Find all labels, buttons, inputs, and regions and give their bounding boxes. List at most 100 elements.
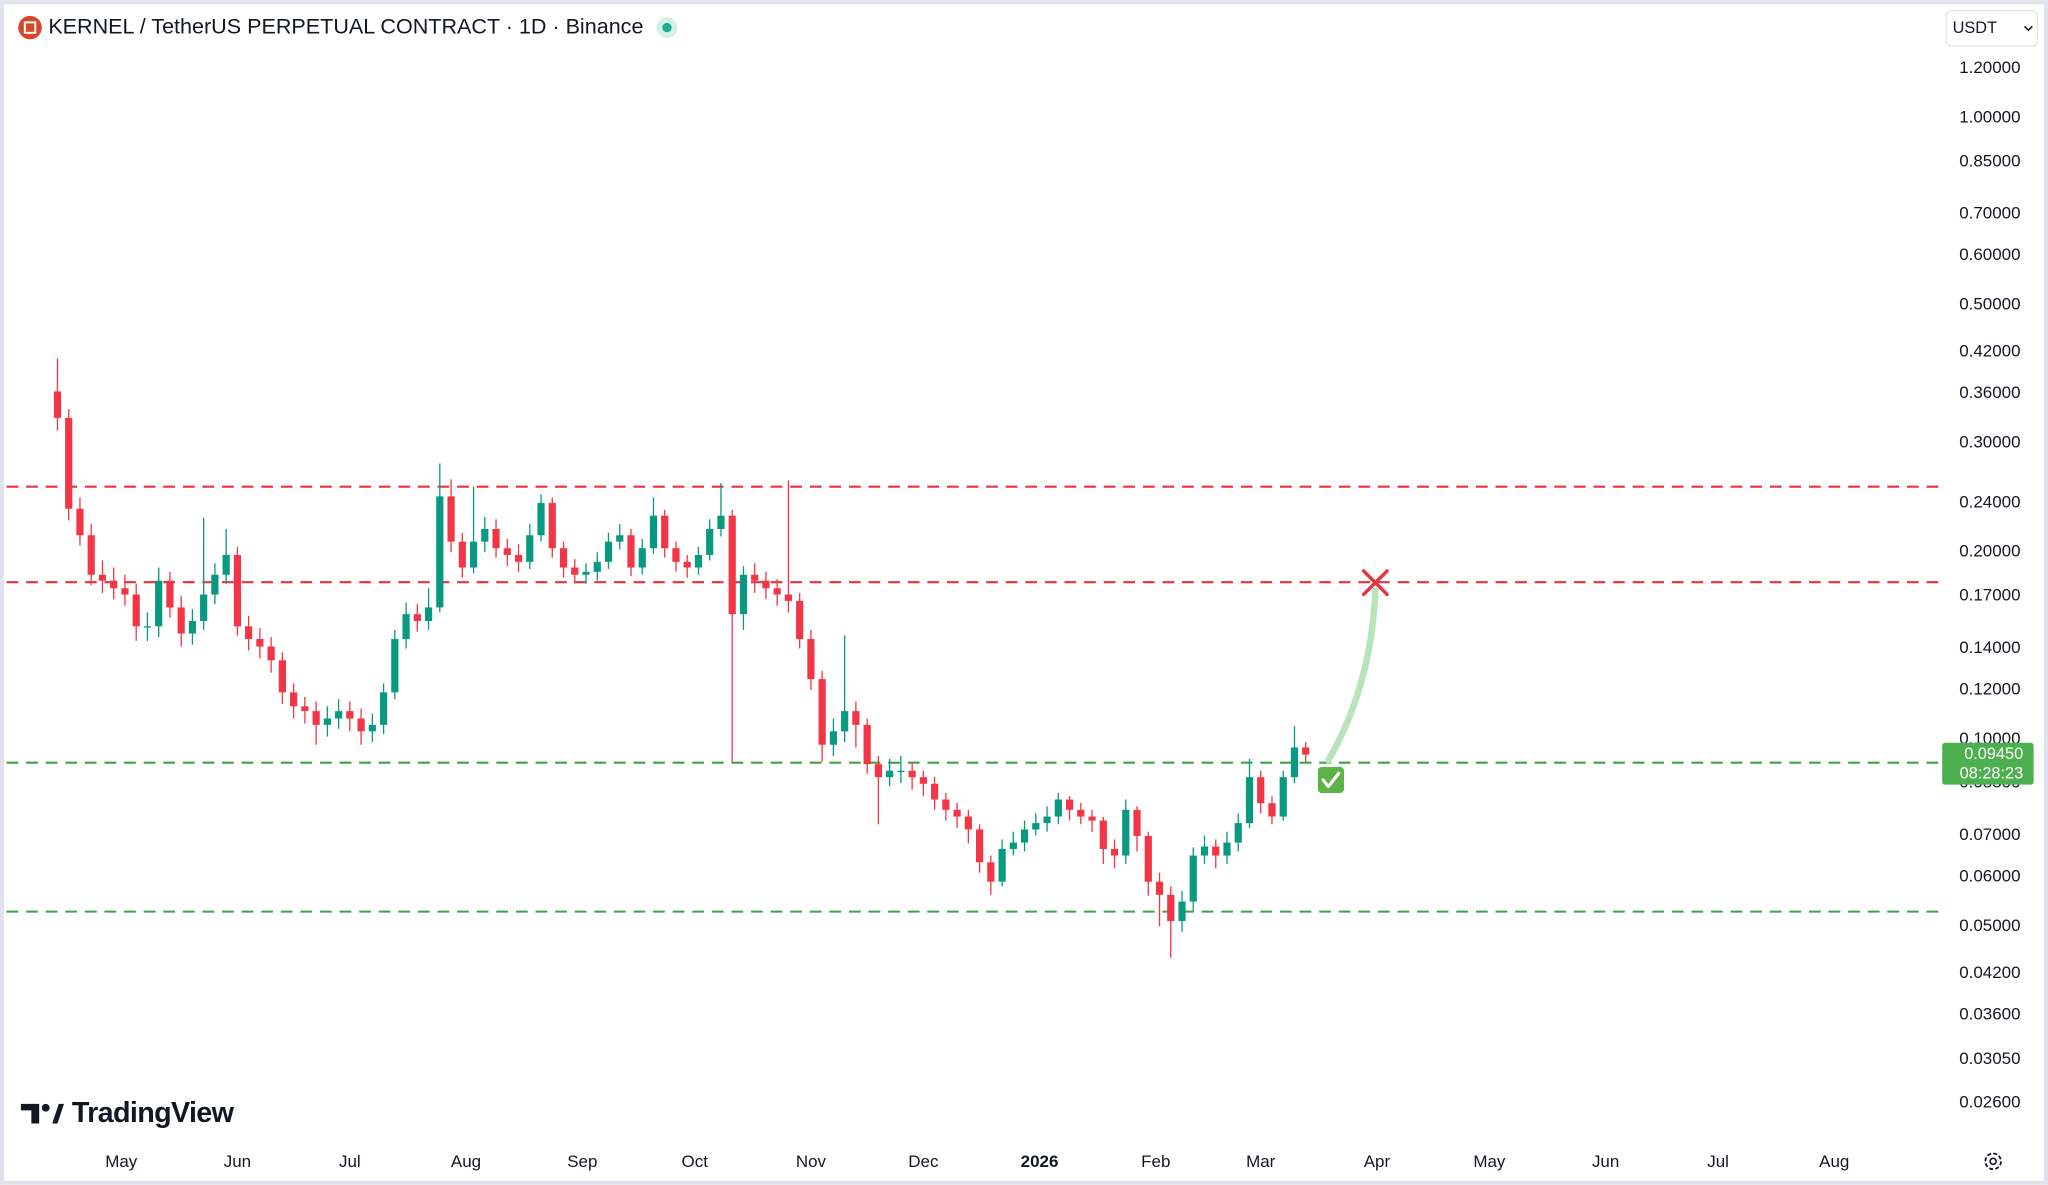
candle-body — [649, 515, 658, 549]
y-tick-label: 0.03600 — [1959, 1004, 2020, 1023]
candle-body — [694, 554, 703, 568]
last-price-box — [1942, 742, 2034, 785]
check-mark — [1321, 771, 1341, 789]
candle-body — [1234, 823, 1242, 843]
candle-body — [717, 515, 725, 529]
x-tick-label: Aug — [451, 1152, 481, 1171]
y-tick-label: 0.85000 — [1959, 151, 2020, 170]
y-tick-label: 0.42000 — [1959, 342, 2020, 361]
candle-body — [1020, 829, 1029, 843]
candle-body — [110, 580, 118, 589]
candle-body — [1009, 842, 1017, 849]
logo-mark — [20, 1103, 40, 1124]
candle-body — [604, 541, 613, 562]
candle-body — [1032, 823, 1040, 830]
candle-body — [290, 692, 298, 707]
candle-body — [852, 711, 860, 725]
candle-body — [1065, 799, 1074, 810]
candle-body — [908, 770, 916, 778]
candle-body — [301, 706, 309, 712]
candle-body — [1122, 809, 1130, 856]
countdown: 08:28:23 — [1960, 764, 2024, 782]
currency-label[interactable]: USDT — [1953, 19, 1997, 37]
symbol-icon-glyph — [23, 21, 37, 34]
candle-body — [616, 535, 624, 542]
candle-body — [1245, 777, 1254, 824]
candle-body — [1212, 846, 1220, 856]
candle-body — [964, 816, 972, 830]
candle-body — [807, 639, 815, 680]
y-tick-label: 0.12000 — [1959, 680, 2020, 699]
candle-body — [503, 548, 511, 555]
candle-body — [751, 574, 759, 581]
candle-body — [728, 515, 736, 615]
candle-body — [98, 574, 107, 581]
y-tick-label: 0.17000 — [1959, 586, 2020, 605]
x-tick-label: Mar — [1246, 1152, 1276, 1171]
candle-body — [481, 528, 489, 542]
candle-body — [402, 614, 410, 640]
chart-title: KERNEL / TetherUS PERPETUAL CONTRACT · 1… — [48, 13, 643, 38]
candle-body — [773, 588, 781, 595]
candle-body — [627, 535, 635, 568]
y-tick-label: 0.05000 — [1959, 916, 2020, 935]
x-tick-label: Sep — [567, 1152, 597, 1171]
x-tick-label: Jun — [224, 1152, 251, 1171]
candle-body — [841, 711, 849, 732]
candle-body — [391, 639, 399, 693]
logo-mark — [41, 1103, 50, 1112]
candle-body — [379, 692, 388, 725]
y-tick-label: 0.14000 — [1959, 638, 2020, 657]
y-tick-label: 1.00000 — [1959, 107, 2020, 126]
candle-body — [1302, 747, 1310, 755]
y-tick-label: 0.36000 — [1959, 383, 2020, 402]
candle-body — [323, 718, 331, 725]
status-dot — [662, 22, 672, 33]
candle-body — [571, 567, 579, 575]
gear-center[interactable] — [1989, 1157, 1997, 1166]
currency-selector[interactable]: USDT — [1945, 9, 2039, 47]
candle-body — [762, 580, 770, 589]
candle-body — [177, 607, 185, 634]
last-price-label: 0.09450 — [1964, 745, 2023, 763]
x-tick-label: Apr — [1364, 1152, 1391, 1171]
candle-body — [514, 554, 523, 562]
candle-body — [942, 799, 950, 810]
candle-body — [739, 574, 748, 615]
x-tick-label: Jun — [1592, 1152, 1619, 1171]
candle-body — [526, 535, 534, 562]
x-tick-label: Jul — [339, 1152, 361, 1171]
candle-body — [706, 528, 714, 555]
candle-body — [492, 528, 500, 549]
candle-body — [1155, 881, 1164, 895]
price-axis: 1.20000 1.00000 0.85000 0.70000 0.60000 0.500… — [105, 58, 2034, 1171]
candle-body — [447, 496, 455, 542]
x-tick-label: Nov — [796, 1152, 827, 1171]
candle-body — [661, 515, 669, 549]
candle-body — [278, 660, 286, 693]
x-tick-label: Dec — [908, 1152, 939, 1171]
x-tick-label: Jul — [1707, 1152, 1729, 1171]
candle-body — [796, 600, 804, 640]
candle-body — [267, 646, 275, 661]
currency-box[interactable] — [1945, 9, 2039, 47]
candle-body — [413, 614, 421, 622]
candle-body — [1054, 799, 1062, 817]
candle-body — [143, 626, 152, 628]
candle-body — [1043, 816, 1051, 824]
candle-body — [53, 391, 62, 418]
logo: TradingView — [20, 1097, 235, 1129]
y-tick-label: 0.50000 — [1959, 294, 2020, 313]
candle-body — [919, 777, 927, 784]
candle-body — [368, 724, 376, 732]
y-tick-label: 0.60000 — [1959, 245, 2020, 264]
candle-body — [1268, 803, 1276, 817]
candle-body — [818, 679, 826, 745]
candle-body — [87, 535, 95, 575]
candle-body — [200, 594, 208, 622]
x-tick-label: May — [1473, 1152, 1506, 1171]
candle-body — [1223, 842, 1231, 856]
y-tick-label: 0.02600 — [1959, 1092, 2020, 1111]
candle-body — [953, 809, 961, 817]
